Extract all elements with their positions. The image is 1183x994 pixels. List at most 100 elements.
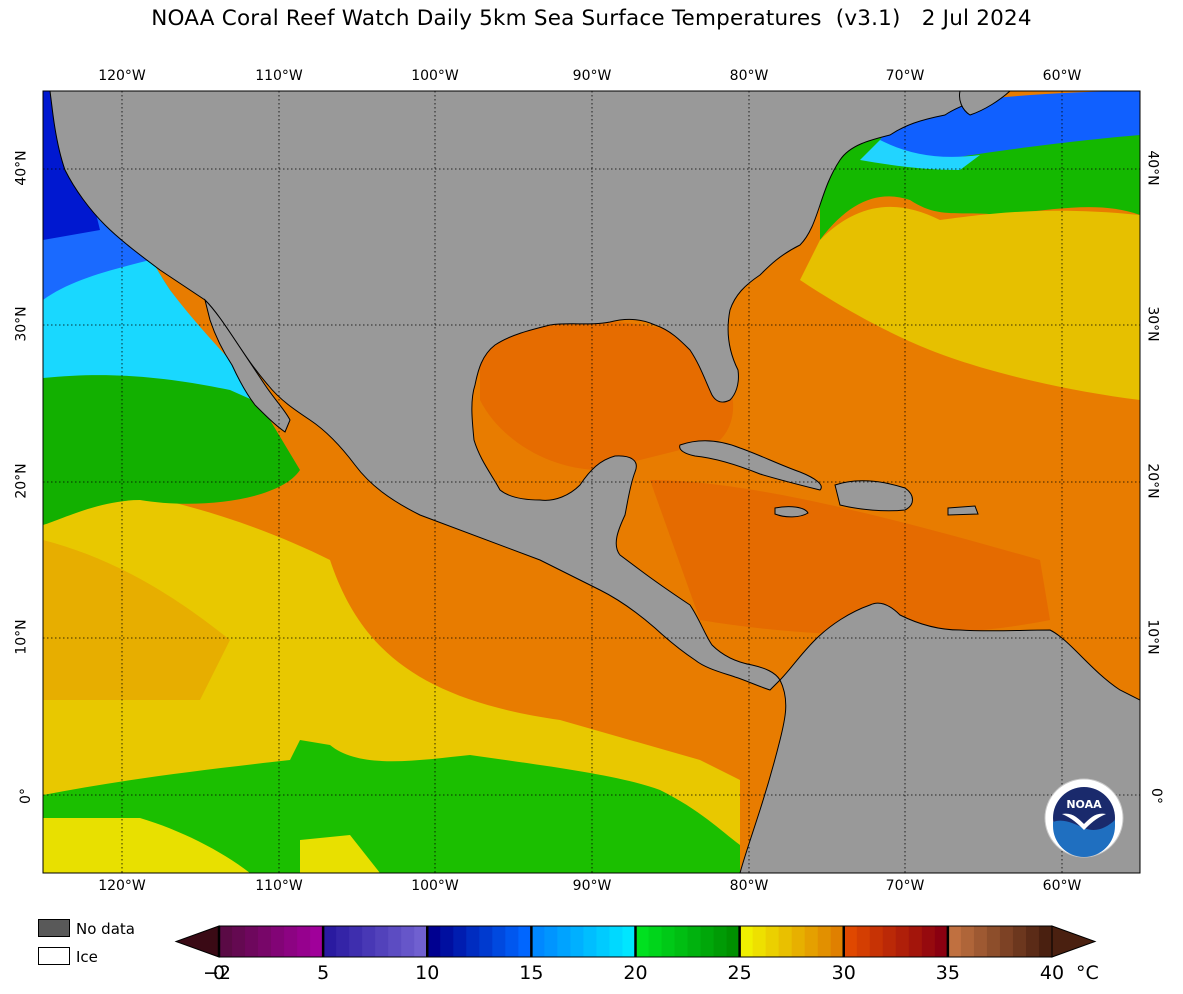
- baja: [204, 298, 291, 433]
- lon-label: 120°W: [98, 878, 146, 894]
- no-data-swatch: [38, 919, 70, 937]
- colorbar-step: [440, 926, 454, 957]
- colorbar-step: [232, 926, 246, 957]
- colorbar-step: [947, 926, 962, 957]
- south-america: [739, 602, 1140, 873]
- colorbar-step: [674, 926, 689, 957]
- logo-text: NOAA: [1066, 798, 1102, 811]
- colorbar-extension-high: [1051, 925, 1097, 958]
- colorbar-tick-label: 35: [935, 962, 960, 984]
- colorbar-step: [466, 926, 480, 957]
- colorbar-step: [1025, 926, 1040, 957]
- lon-label: 110°W: [255, 68, 303, 84]
- colorbar-step: [414, 926, 428, 957]
- colorbar-step: [583, 926, 597, 957]
- colorbar-step: [544, 926, 558, 957]
- colorbar-step: [726, 926, 741, 957]
- colorbar-step: [908, 926, 923, 957]
- colorbar-step: [284, 926, 298, 957]
- colorbar-step: [739, 926, 754, 957]
- lon-label: 70°W: [885, 68, 925, 84]
- colorbar-step: [401, 926, 415, 957]
- colorbar-frame: [218, 925, 1053, 958]
- lon-label: 80°W: [729, 68, 769, 84]
- colorbar-tick-label: 25: [727, 962, 752, 984]
- lon-label: 60°W: [1042, 68, 1082, 84]
- colorbar-step: [258, 926, 272, 957]
- colorbar-step: [960, 926, 975, 957]
- colorbar-step: [778, 926, 793, 957]
- colorbar-step: [921, 926, 936, 957]
- puerto-rico: [947, 505, 979, 516]
- lon-label: 90°W: [572, 878, 612, 894]
- colorbar-step: [505, 926, 519, 957]
- lon-label: 100°W: [411, 68, 459, 84]
- colorbar-step: [661, 926, 676, 957]
- lon-label: 110°W: [255, 878, 303, 894]
- colorbar-step: [765, 926, 780, 957]
- hispaniola: [834, 480, 913, 512]
- colorbar-step: [375, 926, 389, 957]
- colorbar-step: [596, 926, 610, 957]
- colorbar-step: [492, 926, 506, 957]
- colorbar-tick-label: 0: [212, 962, 226, 984]
- colorbar-step: [349, 926, 363, 957]
- colorbar-step: [882, 926, 897, 957]
- map-title: NOAA Coral Reef Watch Daily 5km Sea Surf…: [151, 6, 1032, 31]
- ice-label: Ice: [76, 948, 98, 966]
- land: [49, 91, 1140, 873]
- colorbar-step: [856, 926, 871, 957]
- colorbar-step: [934, 926, 949, 957]
- colorbar-step: [609, 926, 623, 957]
- lat-label: 30°N: [13, 306, 30, 342]
- lon-label: 70°W: [885, 878, 925, 894]
- colorbar-step: [687, 926, 702, 957]
- colorbar-step: [323, 926, 337, 957]
- colorbar-step: [453, 926, 467, 957]
- colorbar-tick-label: 15: [519, 962, 544, 984]
- colorbar-step: [999, 926, 1014, 957]
- colorbar-extension-low: [174, 925, 220, 958]
- colorbar-tick-label: −2: [202, 962, 232, 984]
- colorbar-tick-label: 5: [317, 962, 330, 984]
- colorbar-step: [895, 926, 910, 957]
- colorbar-step: [752, 926, 767, 957]
- newfoundland: [959, 91, 1011, 116]
- lon-label: 120°W: [98, 68, 146, 84]
- colorbar-step: [869, 926, 884, 957]
- lon-label: 90°W: [572, 68, 612, 84]
- lat-label: 20°N: [1144, 463, 1161, 499]
- na-yellow: [800, 206, 1140, 400]
- colorbar-step: [427, 926, 441, 957]
- lon-label: 80°W: [729, 878, 769, 894]
- lat-label: 10°N: [13, 619, 30, 655]
- cold-tongue: [43, 740, 740, 873]
- colorbar-step: [518, 926, 532, 957]
- colorbar-step: [791, 926, 806, 957]
- colorbar-step: [271, 926, 285, 957]
- colorbar-step: [622, 926, 636, 957]
- lon-label: 100°W: [411, 878, 459, 894]
- colorbar-step: [986, 926, 1001, 957]
- colorbar-unit: °C: [1076, 962, 1099, 984]
- map-frame: [42, 90, 1141, 874]
- colorbar-step: [310, 926, 324, 957]
- colorbar-step: [362, 926, 376, 957]
- colorbar-tick-label: 30: [831, 962, 856, 984]
- lat-label: 40°N: [13, 150, 30, 186]
- colorbar-tick-label: 10: [415, 962, 440, 984]
- colorbar-step: [843, 926, 858, 957]
- graticule: [43, 91, 1140, 873]
- noaa-logo: NOAA: [1044, 778, 1124, 858]
- colorbar-step: [245, 926, 259, 957]
- colorbar-tick-label: 40: [1039, 962, 1065, 984]
- colorbar-step: [804, 926, 819, 957]
- colorbar-step: [557, 926, 571, 957]
- colorbar-step: [1038, 926, 1053, 957]
- lat-label: 30°N: [1144, 306, 1161, 342]
- colorbar-step: [713, 926, 728, 957]
- lat-label: 0°: [17, 788, 34, 804]
- ice-swatch: [38, 947, 70, 965]
- lat-label: 10°N: [1144, 619, 1161, 655]
- colorbar-step: [973, 926, 988, 957]
